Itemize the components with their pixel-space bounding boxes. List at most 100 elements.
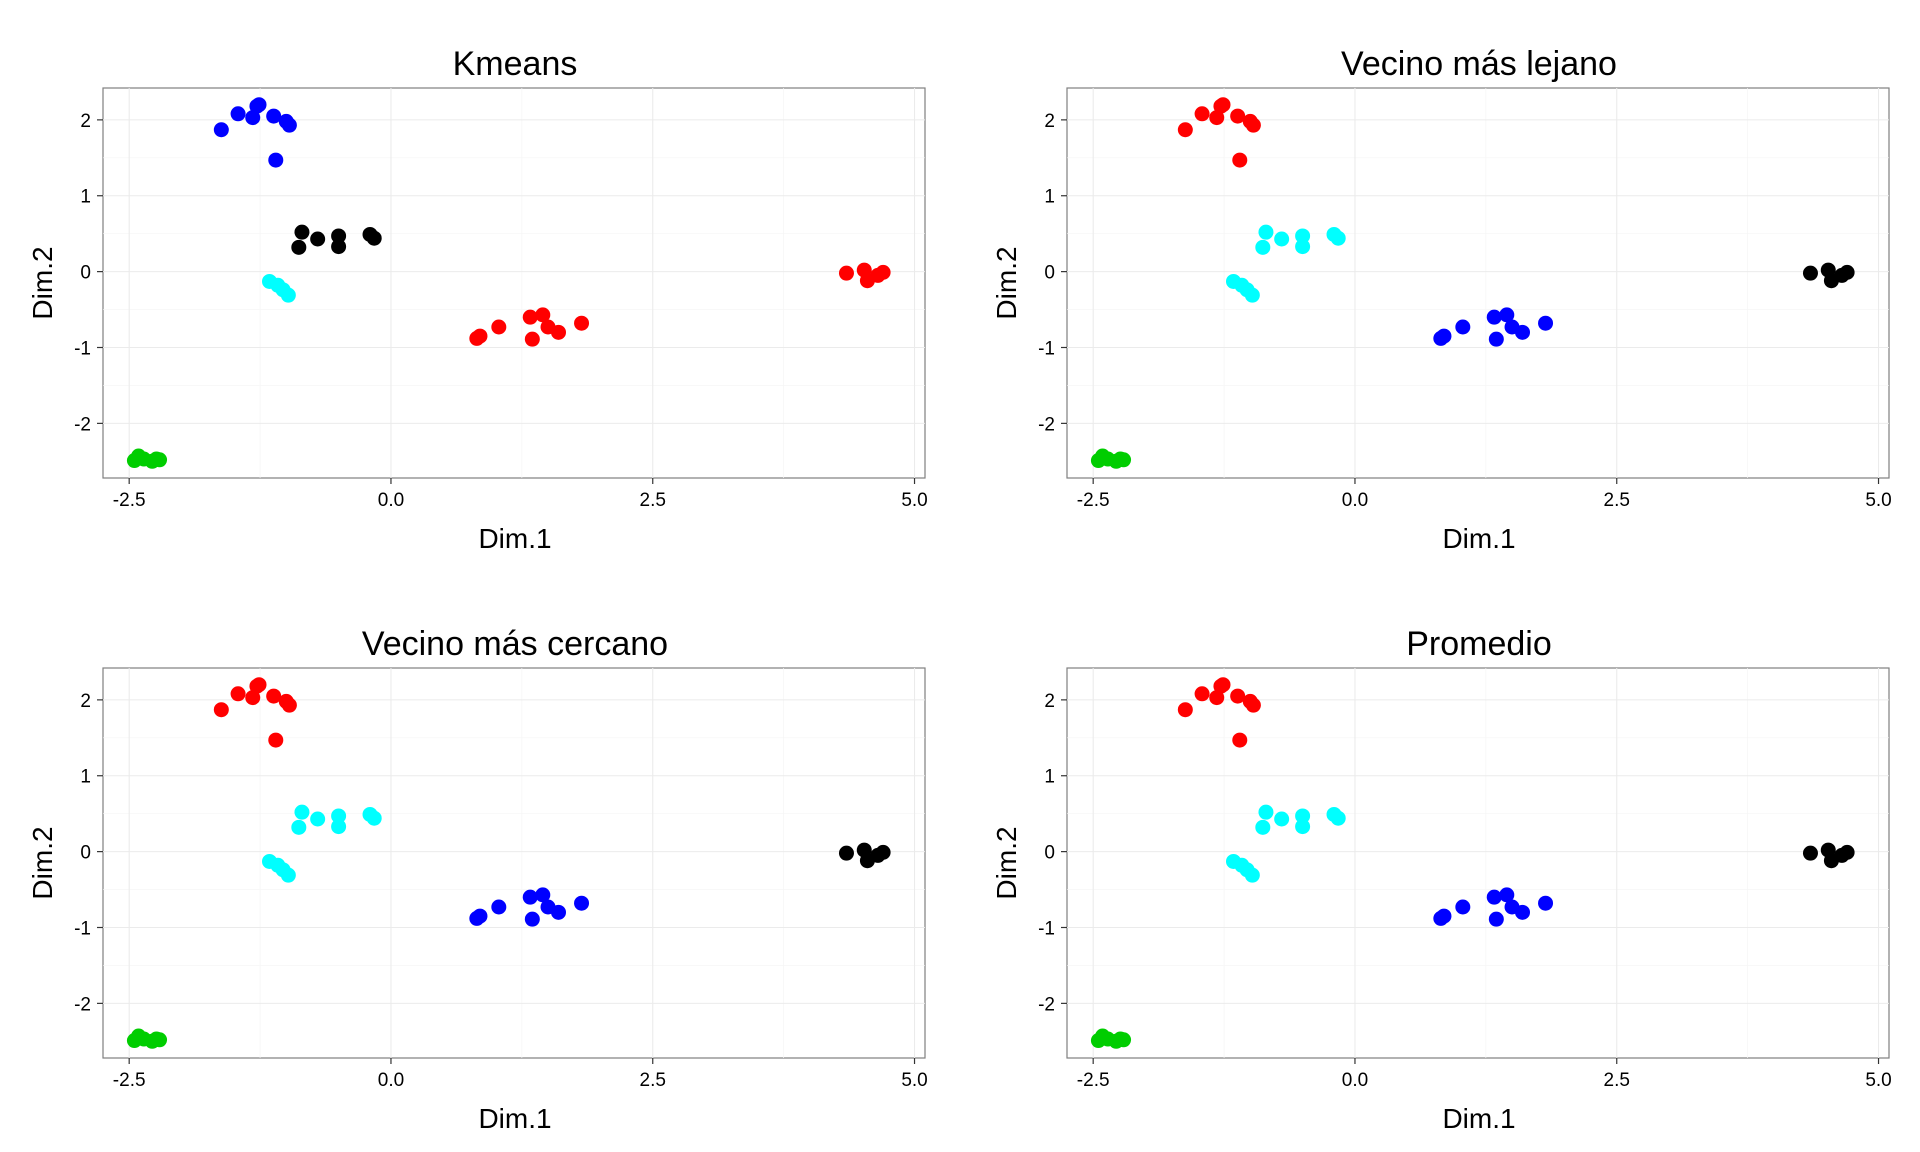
data-point [1245, 697, 1261, 713]
x-axis-title: Dim.1 [1442, 1103, 1515, 1134]
plot-area [102, 667, 926, 1059]
y-tick-label: -1 [74, 338, 91, 359]
data-point [1455, 319, 1471, 335]
data-point [491, 319, 507, 335]
data-point [291, 819, 307, 835]
data-point [551, 324, 567, 340]
data-point [522, 309, 538, 325]
data-point [331, 228, 347, 244]
y-tick-label: 0 [80, 843, 91, 864]
y-tick-label: 0 [1044, 843, 1055, 864]
data-point [1230, 688, 1246, 704]
axis-ticks: -2.5 0.0 2.5 5.0 -2 -1 0 1 2 [74, 691, 928, 1091]
data-point [280, 867, 296, 883]
data-point [551, 904, 567, 920]
data-point [268, 152, 284, 168]
y-axis-title: Dim.2 [27, 826, 58, 899]
data-point [1499, 887, 1515, 903]
data-point [268, 732, 284, 748]
data-point [1455, 899, 1471, 915]
data-point [230, 686, 246, 702]
data-point [230, 106, 246, 122]
data-point [310, 811, 326, 827]
data-point [535, 307, 551, 323]
data-point [310, 231, 326, 247]
data-point [491, 899, 507, 915]
data-point [1515, 324, 1531, 340]
data-point [1232, 152, 1248, 168]
grid [1067, 88, 1889, 478]
points [1090, 97, 1855, 469]
axis-ticks: -2.5 0.0 2.5 5.0 -2 -1 0 1 2 [1038, 111, 1892, 511]
panel-title: Vecino más lejano [1341, 45, 1617, 83]
data-point [1436, 908, 1452, 924]
axis-ticks: -2.5 0.0 2.5 5.0 -2 -1 0 1 2 [1038, 691, 1892, 1091]
data-point [472, 328, 488, 344]
data-point [1177, 122, 1193, 138]
points [1090, 677, 1855, 1049]
data-point [245, 110, 261, 126]
data-point [1194, 686, 1210, 702]
plot-area [1066, 87, 1890, 479]
x-tick-label: 5.0 [1865, 490, 1891, 511]
data-point [331, 819, 347, 835]
y-tick-label: -2 [74, 414, 91, 435]
data-point [1436, 328, 1452, 344]
data-point [875, 844, 891, 860]
data-point [213, 122, 229, 138]
data-point [1116, 452, 1132, 468]
data-point [1330, 230, 1346, 246]
panel-title: Promedio [1406, 625, 1552, 663]
data-point [524, 331, 540, 347]
grid [1067, 668, 1889, 1058]
data-point [574, 895, 590, 911]
y-tick-label: 2 [1044, 691, 1055, 712]
data-point [152, 1032, 168, 1048]
data-point [281, 117, 297, 133]
data-point [152, 452, 168, 468]
panel-promedio: Promedio -2.5 0.0 2.5 5.0 -2 -1 0 1 2 Dim.1 Dim.… [991, 625, 1892, 1134]
data-point [1295, 239, 1311, 255]
data-point [294, 804, 310, 820]
x-tick-label: 5.0 [901, 490, 927, 511]
data-point [1839, 844, 1855, 860]
data-point [524, 911, 540, 927]
data-point [1215, 677, 1231, 693]
y-axis-title: Dim.2 [991, 826, 1022, 899]
y-tick-label: -2 [1038, 414, 1055, 435]
data-point [1802, 845, 1818, 861]
data-point [1486, 889, 1502, 905]
x-tick-label: 0.0 [378, 1070, 404, 1091]
x-tick-label: -2.5 [1077, 490, 1110, 511]
y-tick-label: 0 [80, 263, 91, 284]
data-point [1215, 97, 1231, 113]
y-tick-label: -1 [1038, 918, 1055, 939]
data-point [280, 287, 296, 303]
data-point [291, 239, 307, 255]
panel-vecino-mas-cercano: Vecino más cercano -2.5 0.0 2.5 5.0-2-1012 … [27, 625, 928, 1134]
data-point [1295, 819, 1311, 835]
data-point [472, 908, 488, 924]
x-tick-label: 2.5 [1604, 1070, 1630, 1091]
y-tick-label: -1 [1038, 338, 1055, 359]
data-point [875, 264, 891, 280]
panel-title: Kmeans [453, 45, 578, 83]
data-point [331, 239, 347, 255]
data-point [1295, 808, 1311, 824]
data-point [1538, 315, 1554, 331]
panel-title: Vecino más cercano [362, 625, 668, 663]
data-point [281, 697, 297, 713]
y-tick-label: -2 [1038, 994, 1055, 1015]
data-point [1232, 732, 1248, 748]
data-point [294, 224, 310, 240]
data-point [251, 677, 267, 693]
data-point [1255, 819, 1271, 835]
x-tick-label: 5.0 [1865, 1070, 1891, 1091]
data-point [1209, 690, 1225, 706]
data-point [838, 845, 854, 861]
x-tick-label: -2.5 [113, 490, 146, 511]
panel-vecino-mas-lejano: Vecino más lejano -2.5 0.0 2.5 5.0 -2 -1 0 1 2 D… [991, 45, 1892, 554]
data-point [1274, 231, 1290, 247]
data-point [251, 97, 267, 113]
x-tick-label: 0.0 [1342, 490, 1368, 511]
